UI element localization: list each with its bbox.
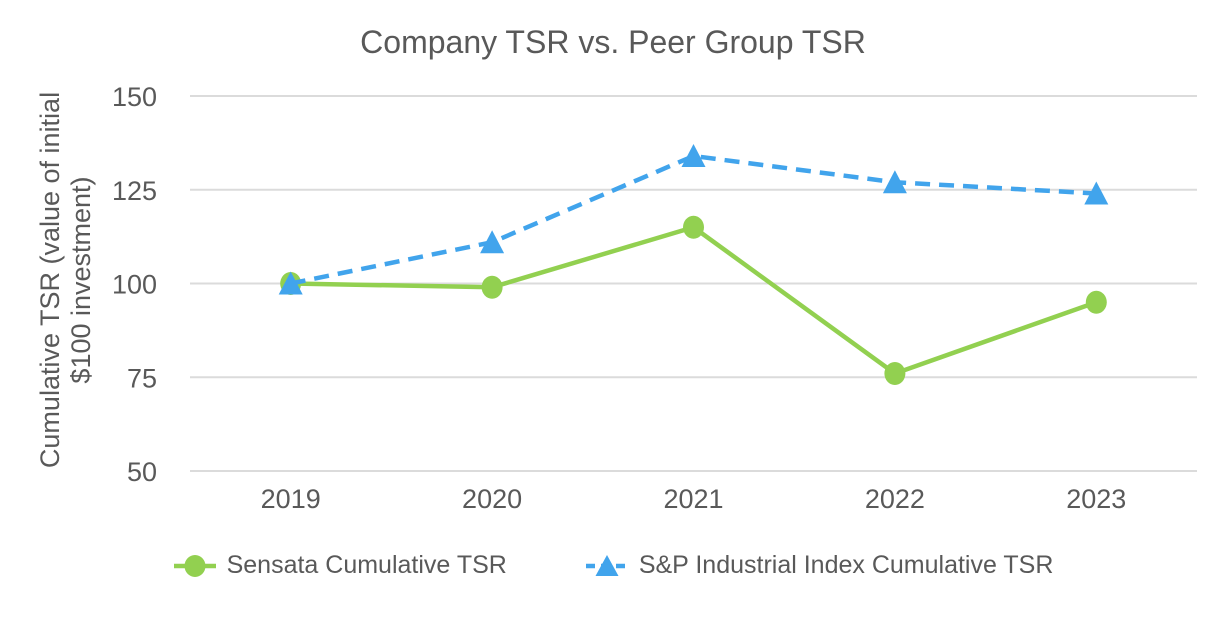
x-tick-label-2021: 2021: [663, 484, 723, 514]
chart-title: Company TSR vs. Peer Group TSR: [360, 24, 866, 60]
x-tick-label-2022: 2022: [865, 484, 925, 514]
data-point-0-2021: [683, 215, 704, 239]
legend-label-sp-industrial: S&P Industrial Index Cumulative TSR: [638, 551, 1054, 579]
legend-item-sp-industrial: S&P Industrial Index Cumulative TSR: [585, 551, 1054, 580]
x-tick-label-2019: 2019: [261, 484, 321, 514]
y-tick-label-125: 125: [112, 176, 157, 206]
data-point-0-2023: [1085, 290, 1107, 314]
series-line-0: [290, 224, 1098, 377]
legend: Sensata Cumulative TSR S&P Industrial In…: [0, 551, 1226, 580]
data-point-1-2023: [1084, 181, 1109, 205]
data-point-0-2022: [884, 362, 906, 385]
data-point-1-2019: [278, 271, 303, 295]
data-point-1-2020: [480, 230, 505, 254]
legend-label-sensata: Sensata Cumulative TSR: [226, 551, 507, 579]
sensata-line-circle-icon: [173, 554, 216, 577]
legend-item-sensata: Sensata Cumulative TSR: [173, 551, 507, 580]
y-tick-label-100: 100: [112, 270, 157, 300]
y-tick-label-75: 75: [127, 363, 157, 393]
y-tick-label-50: 50: [127, 457, 157, 487]
x-tick-label-2023: 2023: [1066, 484, 1126, 514]
data-point-1-2021: [681, 144, 706, 167]
sp-dashed-triangle-icon: [585, 554, 628, 576]
data-point-0-2020: [481, 275, 503, 299]
data-point-1-2022: [882, 170, 907, 194]
x-tick-label-2020: 2020: [462, 484, 522, 514]
y-tick-label-150: 150: [112, 82, 157, 112]
